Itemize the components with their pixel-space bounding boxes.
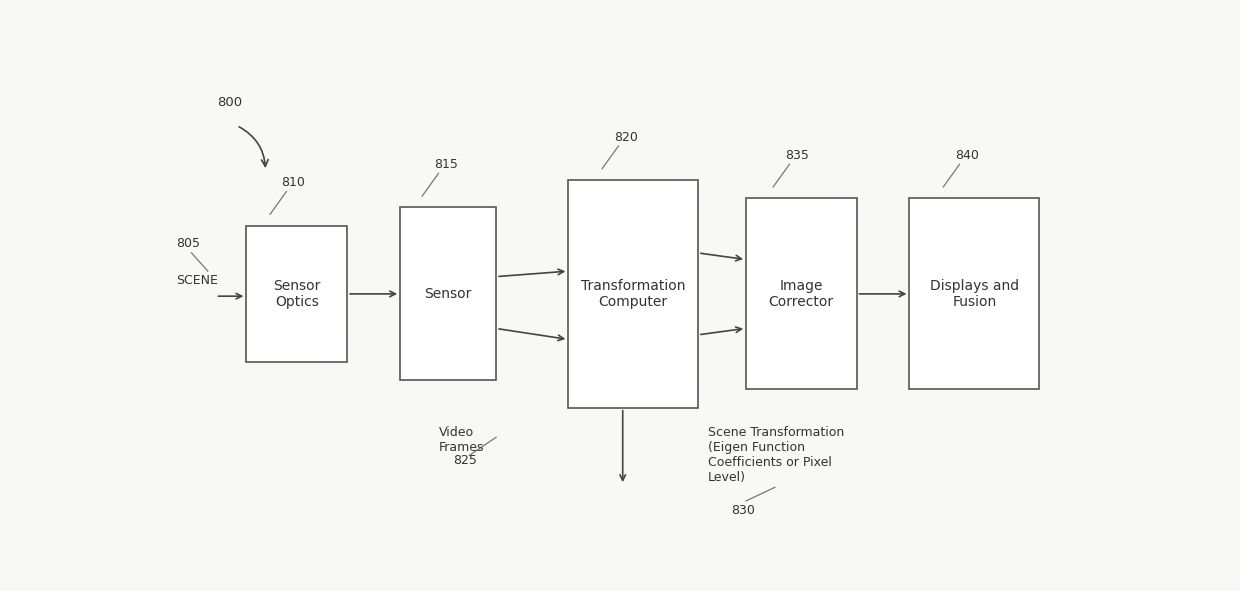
Text: Scene Transformation
(Eigen Function
Coefficients or Pixel
Level): Scene Transformation (Eigen Function Coe… xyxy=(708,426,844,484)
Text: Image
Corrector: Image Corrector xyxy=(769,279,833,309)
Text: 840: 840 xyxy=(955,149,978,162)
Text: Transformation
Computer: Transformation Computer xyxy=(580,279,686,309)
Text: 815: 815 xyxy=(434,158,458,171)
Text: 805: 805 xyxy=(176,238,200,251)
Text: 810: 810 xyxy=(281,176,305,189)
Bar xyxy=(247,226,347,362)
Text: SCENE: SCENE xyxy=(176,274,218,287)
Text: 835: 835 xyxy=(785,149,808,162)
Text: 800: 800 xyxy=(217,96,243,109)
Text: Video
Frames: Video Frames xyxy=(439,426,484,454)
Text: 830: 830 xyxy=(732,504,755,517)
Bar xyxy=(568,180,698,408)
Bar xyxy=(401,207,496,381)
Text: Displays and
Fusion: Displays and Fusion xyxy=(930,279,1019,309)
Text: 825: 825 xyxy=(453,453,477,466)
Bar xyxy=(909,199,1039,389)
Text: 820: 820 xyxy=(614,131,637,144)
Bar xyxy=(746,199,857,389)
Text: Sensor
Optics: Sensor Optics xyxy=(273,279,320,309)
Text: Sensor: Sensor xyxy=(424,287,471,301)
